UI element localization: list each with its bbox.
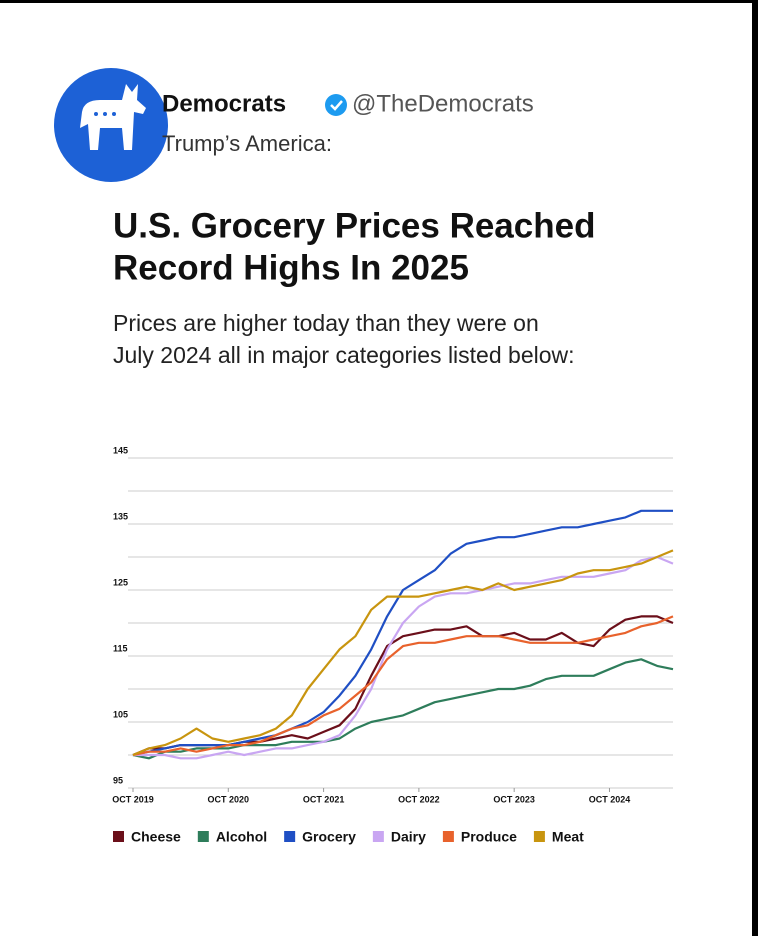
legend-swatch [442, 831, 454, 842]
legend-swatch [533, 831, 545, 842]
y-tick-label: 95 [113, 775, 123, 785]
series-line [132, 549, 674, 757]
legend-label: Produce [461, 829, 517, 845]
series-line [132, 509, 673, 757]
legend-label: Grocery [302, 829, 356, 845]
series-line [132, 615, 674, 757]
headline: U.S. Grocery Prices Reached [113, 206, 595, 245]
subheadline: July 2024 all in major categories listed… [113, 342, 575, 368]
x-tick-label: OCT 2021 [303, 794, 345, 804]
legend-swatch [197, 831, 209, 842]
x-tick-label: OCT 2020 [208, 794, 250, 804]
legend-swatch [113, 831, 124, 842]
y-tick-label: 105 [113, 709, 128, 719]
y-tick-label: 145 [113, 445, 128, 455]
series-line [133, 555, 674, 760]
legend-swatch [372, 831, 384, 842]
avatar[interactable] [54, 68, 168, 182]
series-line [132, 615, 674, 757]
right-border [752, 0, 758, 936]
x-tick-label: OCT 2024 [589, 794, 631, 804]
top-border [0, 0, 758, 3]
legend-label: Dairy [391, 829, 426, 845]
x-tick-label: OCT 2022 [398, 794, 440, 804]
legend-swatch [284, 831, 296, 842]
y-tick-label: 115 [113, 643, 128, 653]
y-tick-label: 125 [113, 577, 128, 587]
post-text: Trump’s America: [162, 131, 332, 156]
x-tick-label: OCT 2023 [493, 794, 535, 804]
legend-label: Alcohol [216, 829, 267, 845]
author-handle[interactable]: @TheDemocrats [352, 90, 534, 117]
subheadline: Prices are higher today than they were o… [113, 310, 539, 336]
legend-label: Cheese [131, 829, 181, 845]
y-tick-label: 135 [113, 511, 128, 521]
author-name[interactable]: Democrats [162, 90, 286, 117]
headline: Record Highs In 2025 [113, 248, 469, 287]
legend-label: Meat [552, 829, 584, 845]
verified-badge [325, 94, 347, 116]
series-line [132, 658, 674, 760]
x-tick-label: OCT 2019 [112, 794, 154, 804]
